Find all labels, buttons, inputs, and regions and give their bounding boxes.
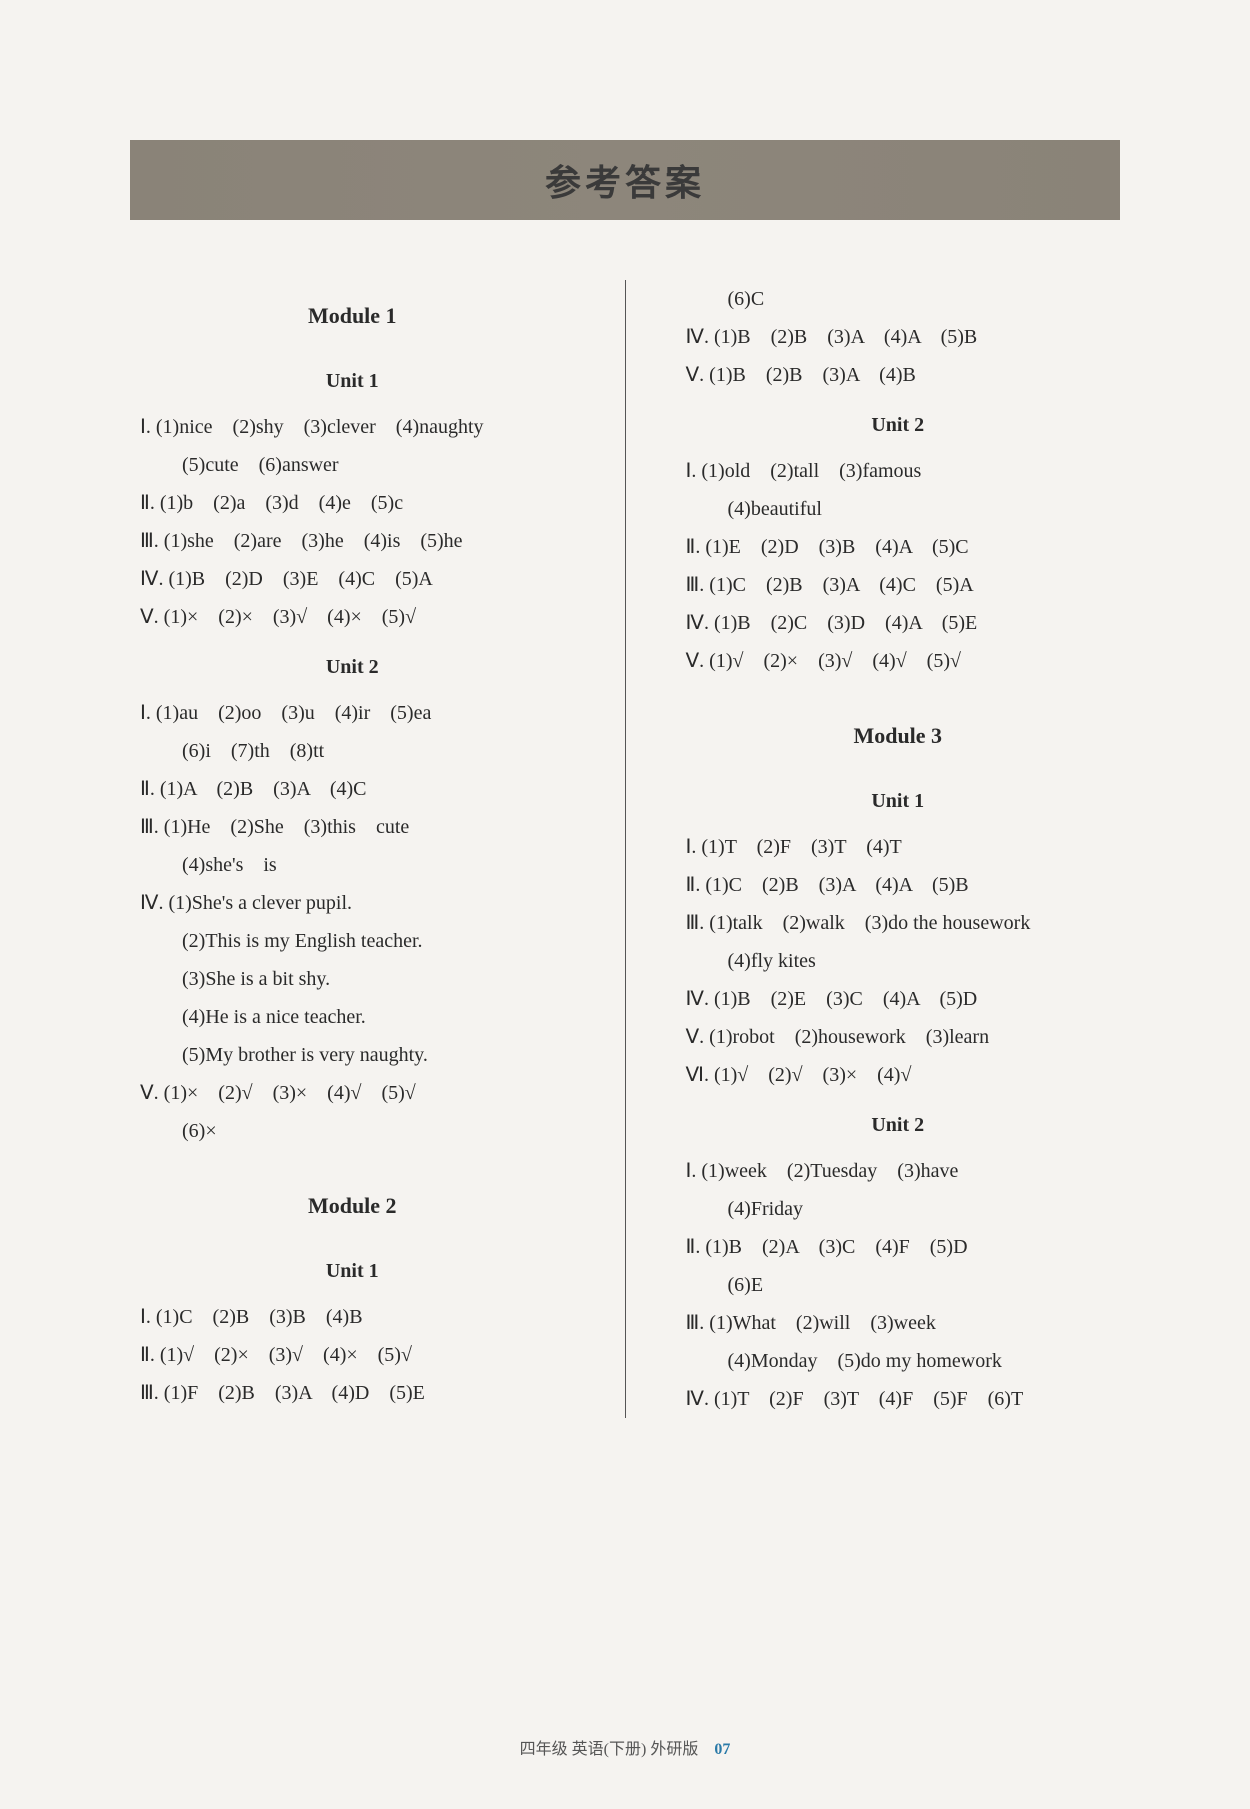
- answer-line: (6)C: [676, 280, 1121, 318]
- answer-line: (5)cute (6)answer: [130, 446, 575, 484]
- answer-line: Ⅴ. (1)× (2)× (3)√ (4)× (5)√: [140, 598, 575, 636]
- answer-line: Ⅰ. (1)C (2)B (3)B (4)B: [140, 1298, 575, 1336]
- answer-line: Ⅰ. (1)nice (2)shy (3)clever (4)naughty: [140, 408, 575, 446]
- answer-line: (6)i (7)th (8)tt: [130, 732, 575, 770]
- header-bar: 参考答案: [130, 140, 1120, 220]
- answer-line: Ⅳ. (1)B (2)B (3)A (4)A (5)B: [686, 318, 1121, 356]
- page-title: 参考答案: [545, 154, 705, 206]
- answer-line: Ⅲ. (1)she (2)are (3)he (4)is (5)he: [140, 522, 575, 560]
- column-divider: [625, 280, 626, 1418]
- answer-line: Ⅱ. (1)E (2)D (3)B (4)A (5)C: [686, 528, 1121, 566]
- left-column: Module 1 Unit 1 Ⅰ. (1)nice (2)shy (3)cle…: [130, 280, 575, 1418]
- answer-line: (4)fly kites: [676, 942, 1121, 980]
- answer-line: Ⅳ. (1)T (2)F (3)T (4)F (5)F (6)T: [686, 1380, 1121, 1418]
- answer-line: (3)She is a bit shy.: [130, 960, 575, 998]
- unit-title: Unit 1: [676, 782, 1121, 820]
- answer-line: Ⅲ. (1)He (2)She (3)this cute: [140, 808, 575, 846]
- answer-line: Ⅵ. (1)√ (2)√ (3)× (4)√: [686, 1056, 1121, 1094]
- answer-line: Ⅱ. (1)A (2)B (3)A (4)C: [140, 770, 575, 808]
- answer-line: Ⅳ. (1)B (2)D (3)E (4)C (5)A: [140, 560, 575, 598]
- answer-line: Ⅳ. (1)She's a clever pupil.: [140, 884, 575, 922]
- answer-line: Ⅰ. (1)au (2)oo (3)u (4)ir (5)ea: [140, 694, 575, 732]
- answer-line: Ⅴ. (1)robot (2)housework (3)learn: [686, 1018, 1121, 1056]
- answer-line: Ⅱ. (1)√ (2)× (3)√ (4)× (5)√: [140, 1336, 575, 1374]
- unit-title: Unit 1: [130, 362, 575, 400]
- answer-line: (4)beautiful: [676, 490, 1121, 528]
- right-column: (6)C Ⅳ. (1)B (2)B (3)A (4)A (5)B Ⅴ. (1)B…: [676, 280, 1121, 1418]
- answer-line: Ⅱ. (1)B (2)A (3)C (4)F (5)D: [686, 1228, 1121, 1266]
- unit-title: Unit 1: [130, 1252, 575, 1290]
- answer-line: Ⅲ. (1)talk (2)walk (3)do the housework: [686, 904, 1121, 942]
- answer-line: Ⅰ. (1)old (2)tall (3)famous: [686, 452, 1121, 490]
- answer-line: (4)Friday: [676, 1190, 1121, 1228]
- module-title: Module 2: [130, 1185, 575, 1227]
- footer: 四年级 英语(下册) 外研版 07: [0, 1735, 1250, 1759]
- answer-line: Ⅰ. (1)week (2)Tuesday (3)have: [686, 1152, 1121, 1190]
- answer-line: Ⅲ. (1)What (2)will (3)week: [686, 1304, 1121, 1342]
- answer-line: (4)she's is: [130, 846, 575, 884]
- answer-line: (6)×: [130, 1112, 575, 1150]
- content-area: Module 1 Unit 1 Ⅰ. (1)nice (2)shy (3)cle…: [130, 280, 1120, 1418]
- answer-line: (6)E: [676, 1266, 1121, 1304]
- answer-line: Ⅲ. (1)F (2)B (3)A (4)D (5)E: [140, 1374, 575, 1412]
- answer-line: Ⅱ. (1)b (2)a (3)d (4)e (5)c: [140, 484, 575, 522]
- unit-title: Unit 2: [130, 648, 575, 686]
- answer-line: Ⅰ. (1)T (2)F (3)T (4)T: [686, 828, 1121, 866]
- module-title: Module 3: [676, 715, 1121, 757]
- page-number: 07: [714, 1741, 730, 1758]
- unit-title: Unit 2: [676, 406, 1121, 444]
- answer-line: (5)My brother is very naughty.: [130, 1036, 575, 1074]
- answer-line: Ⅴ. (1)√ (2)× (3)√ (4)√ (5)√: [686, 642, 1121, 680]
- answer-line: Ⅴ. (1)× (2)√ (3)× (4)√ (5)√: [140, 1074, 575, 1112]
- answer-line: Ⅳ. (1)B (2)C (3)D (4)A (5)E: [686, 604, 1121, 642]
- module-title: Module 1: [130, 295, 575, 337]
- answer-line: (4)Monday (5)do my homework: [676, 1342, 1121, 1380]
- answer-line: Ⅴ. (1)B (2)B (3)A (4)B: [686, 356, 1121, 394]
- answer-line: (2)This is my English teacher.: [130, 922, 575, 960]
- unit-title: Unit 2: [676, 1106, 1121, 1144]
- answer-line: Ⅳ. (1)B (2)E (3)C (4)A (5)D: [686, 980, 1121, 1018]
- answer-line: Ⅱ. (1)C (2)B (3)A (4)A (5)B: [686, 866, 1121, 904]
- answer-line: (4)He is a nice teacher.: [130, 998, 575, 1036]
- footer-text: 四年级 英语(下册) 外研版: [520, 1741, 699, 1758]
- answer-line: Ⅲ. (1)C (2)B (3)A (4)C (5)A: [686, 566, 1121, 604]
